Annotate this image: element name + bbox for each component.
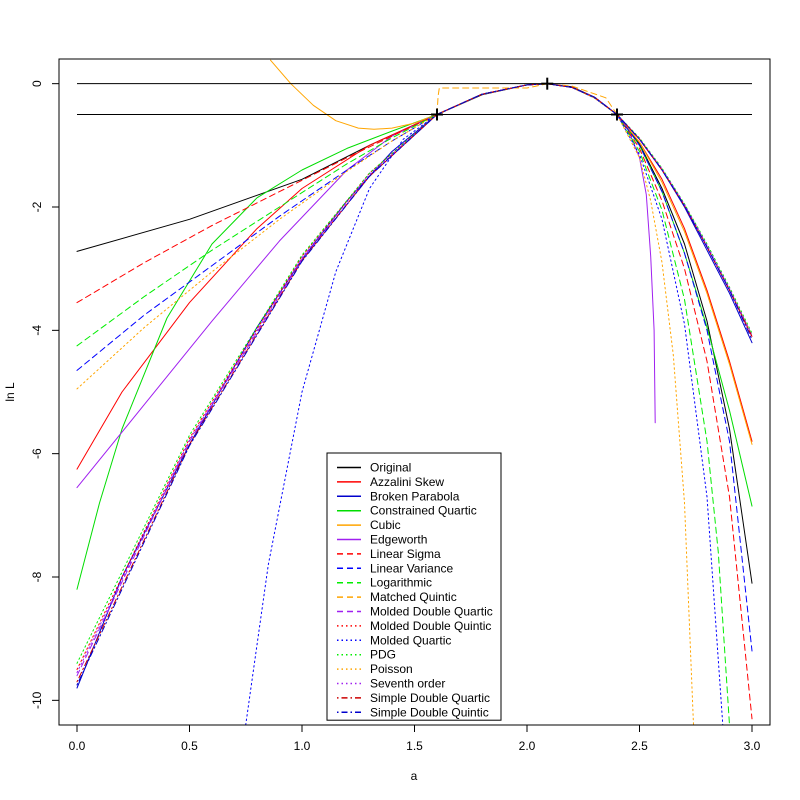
legend-label: PDG: [370, 648, 396, 662]
legend-label: Broken Parabola: [370, 489, 460, 503]
y-tick-label: -8: [30, 571, 44, 582]
y-tick-label: 0: [30, 80, 44, 87]
x-tick-label: 3.0: [744, 739, 761, 753]
x-tick-label: 2.5: [631, 739, 648, 753]
y-tick-label: -10: [30, 691, 44, 709]
series-line-12: [245, 83, 724, 725]
legend-label: Simple Double Quintic: [370, 705, 489, 719]
series-line-14: [76, 83, 694, 725]
x-tick-label: 1.5: [406, 739, 423, 753]
legend-label: Poisson: [370, 662, 413, 676]
x-tick-label: 0.5: [181, 739, 198, 753]
legend-label: Molded Double Quartic: [370, 605, 493, 619]
y-tick-label: -4: [30, 325, 44, 336]
legend-label: Constrained Quartic: [370, 504, 477, 518]
series-line-17: [76, 83, 753, 686]
x-axis: 0.0 0.5 1.0 1.5 2.0 2.5 3.0: [69, 724, 761, 753]
legend-label: Logarithmic: [370, 576, 432, 590]
series-line-9: [436, 83, 618, 115]
legend-label: Edgeworth: [370, 533, 427, 547]
series-line-7: [76, 83, 753, 652]
legend-label: Molded Quartic: [370, 633, 451, 647]
plus-marker-1: [541, 77, 554, 90]
legend-label: Molded Double Quintic: [370, 619, 491, 633]
x-tick-label: 0.0: [69, 739, 86, 753]
markers: [431, 77, 623, 121]
legend-label: Simple Double Quartic: [370, 691, 490, 705]
y-tick-label: -2: [30, 201, 44, 212]
x-tick-label: 2.0: [519, 739, 536, 753]
y-axis-label: ln L: [3, 382, 17, 402]
legend-label: Linear Variance: [370, 561, 453, 575]
series-layer: [76, 59, 753, 725]
legend-label: Seventh order: [370, 677, 445, 691]
y-tick-label: -6: [30, 448, 44, 459]
legend-label: Linear Sigma: [370, 547, 441, 561]
reference-lines: [77, 83, 752, 115]
plus-marker-2: [611, 108, 623, 121]
legend-box: [326, 452, 502, 721]
legend-label: Matched Quintic: [370, 590, 457, 604]
y-axis: 0 -2 -4 -6 -8 -10: [30, 80, 60, 709]
legend-label: Cubic: [370, 518, 401, 532]
x-axis-label: a: [411, 769, 418, 783]
legend-label: Azzalini Skew: [370, 475, 444, 489]
plus-marker-0: [431, 108, 443, 121]
legend-label: Original: [370, 461, 411, 475]
x-tick-label: 1.0: [294, 739, 311, 753]
series-line-0: [76, 83, 753, 584]
